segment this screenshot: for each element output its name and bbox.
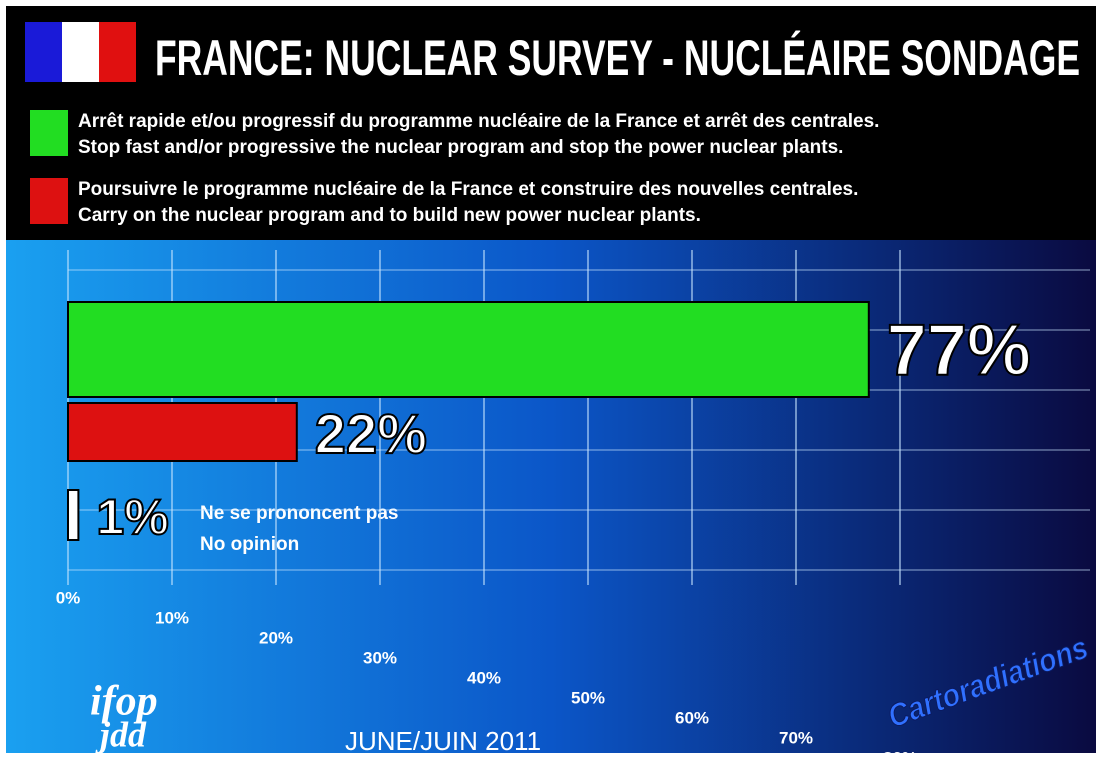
legend-label: Carry on the nuclear program and to buil… — [78, 205, 701, 226]
legend-label: Poursuivre le programme nucléaire de la … — [78, 179, 858, 200]
chart: FRANCE: NUCLEAR SURVEY - NUCLÉAIRE SONDA… — [0, 0, 1102, 759]
value-label: 1% — [96, 489, 168, 545]
value-label: 22% — [315, 402, 427, 465]
x-tick-label: 0% — [56, 588, 81, 607]
x-tick-label: 60% — [675, 708, 709, 727]
flag-blue — [25, 22, 62, 82]
bar — [68, 403, 297, 461]
flag-white — [62, 22, 99, 82]
annotation: No opinion — [200, 534, 299, 555]
legend-swatch — [30, 110, 68, 156]
legend-label: Stop fast and/or progressive the nuclear… — [78, 137, 843, 158]
x-tick-label: 50% — [571, 688, 605, 707]
chart-title: FRANCE: NUCLEAR SURVEY - NUCLÉAIRE SONDA… — [155, 30, 1080, 86]
x-tick-label: 40% — [467, 668, 501, 687]
flag-red — [99, 22, 136, 82]
bar — [68, 302, 869, 397]
x-tick-label: 70% — [779, 728, 813, 747]
x-tick-label: 20% — [259, 628, 293, 647]
x-tick-label: 30% — [363, 648, 397, 667]
x-tick-label: 80% — [883, 748, 917, 759]
bar — [68, 490, 78, 540]
value-label: 77% — [887, 311, 1031, 391]
legend-swatch — [30, 178, 68, 224]
annotation: Ne se prononcent pas — [200, 503, 399, 524]
logo: jdd — [95, 714, 147, 754]
footer: JUNE/JUIN 2011 — [345, 726, 541, 756]
legend-label: Arrêt rapide et/ou progressif du program… — [78, 111, 879, 132]
x-tick-label: 10% — [155, 608, 189, 627]
